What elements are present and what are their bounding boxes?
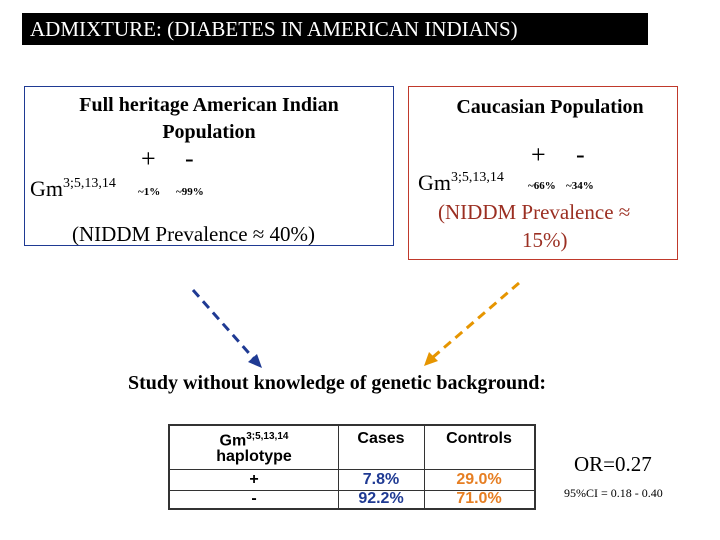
header-gm-superscript: 3;5,13,14 xyxy=(246,431,289,442)
left-prevalence: (NIDDM Prevalence ≈ 40%) xyxy=(72,222,316,246)
cases-minus-value: 92.2% xyxy=(358,490,404,507)
left-gm-superscript: 3;5,13,14 xyxy=(63,176,116,191)
table-row-divider xyxy=(170,490,534,491)
left-gm-base: Gm xyxy=(30,176,63,201)
caucasian-panel xyxy=(408,86,678,260)
right-heading: Caucasian Population xyxy=(456,96,644,118)
left-pct-minus: ~99% xyxy=(176,186,204,198)
left-heading-line1: Full heritage American Indian xyxy=(79,94,339,116)
right-gm-superscript: 3;5,13,14 xyxy=(451,170,504,185)
slide-title: ADMIXTURE: (DIABETES IN AMERICAN INDIANS… xyxy=(22,13,648,45)
left-minus-sign: - xyxy=(185,144,194,173)
study-caption: Study without knowledge of genetic backg… xyxy=(128,372,547,394)
left-arrowhead-icon xyxy=(248,354,262,368)
table-divider-2 xyxy=(424,426,425,508)
right-gm-base: Gm xyxy=(418,170,451,195)
cases-plus-value: 7.8% xyxy=(362,471,400,488)
table-divider-1 xyxy=(338,426,339,508)
right-plus-sign: + xyxy=(531,140,546,169)
right-gm-allotype: Gm3;5,13,14 xyxy=(418,170,504,196)
odds-ratio: OR=0.27 xyxy=(574,452,652,476)
american-indian-panel xyxy=(24,86,394,246)
right-arrowhead-icon xyxy=(424,352,438,366)
right-pct-minus: ~34% xyxy=(566,180,594,192)
header-controls: Controls xyxy=(446,430,512,447)
row-minus-label: - xyxy=(251,490,257,507)
table-header-divider xyxy=(170,469,534,470)
left-plus-sign: + xyxy=(141,144,156,173)
header-haplotype: haplotype xyxy=(216,448,292,465)
haplotype-table: Gm3;5,13,14 haplotype Cases Controls + 7… xyxy=(168,424,536,510)
header-gm-base: Gm xyxy=(219,432,247,450)
row-plus-label: + xyxy=(249,471,259,488)
header-cases: Cases xyxy=(357,430,405,447)
right-minus-sign: - xyxy=(576,140,585,169)
right-prevalence-line2: 15%) xyxy=(522,228,568,252)
left-dashed-arrow-line xyxy=(191,289,257,361)
controls-plus-value: 29.0% xyxy=(456,471,502,488)
right-dashed-arrow-line xyxy=(431,281,520,360)
right-pct-plus: ~66% xyxy=(528,180,556,192)
header-gm: Gm3;5,13,14 xyxy=(170,428,338,450)
confidence-interval: 95%CI = 0.18 - 0.40 xyxy=(564,486,663,500)
left-pct-plus: ~1% xyxy=(138,186,161,198)
right-prevalence-line1: (NIDDM Prevalence ≈ xyxy=(438,200,631,224)
controls-minus-value: 71.0% xyxy=(456,490,502,507)
left-heading-line2: Population xyxy=(162,121,256,143)
left-gm-allotype: Gm3;5,13,14 xyxy=(30,176,116,202)
